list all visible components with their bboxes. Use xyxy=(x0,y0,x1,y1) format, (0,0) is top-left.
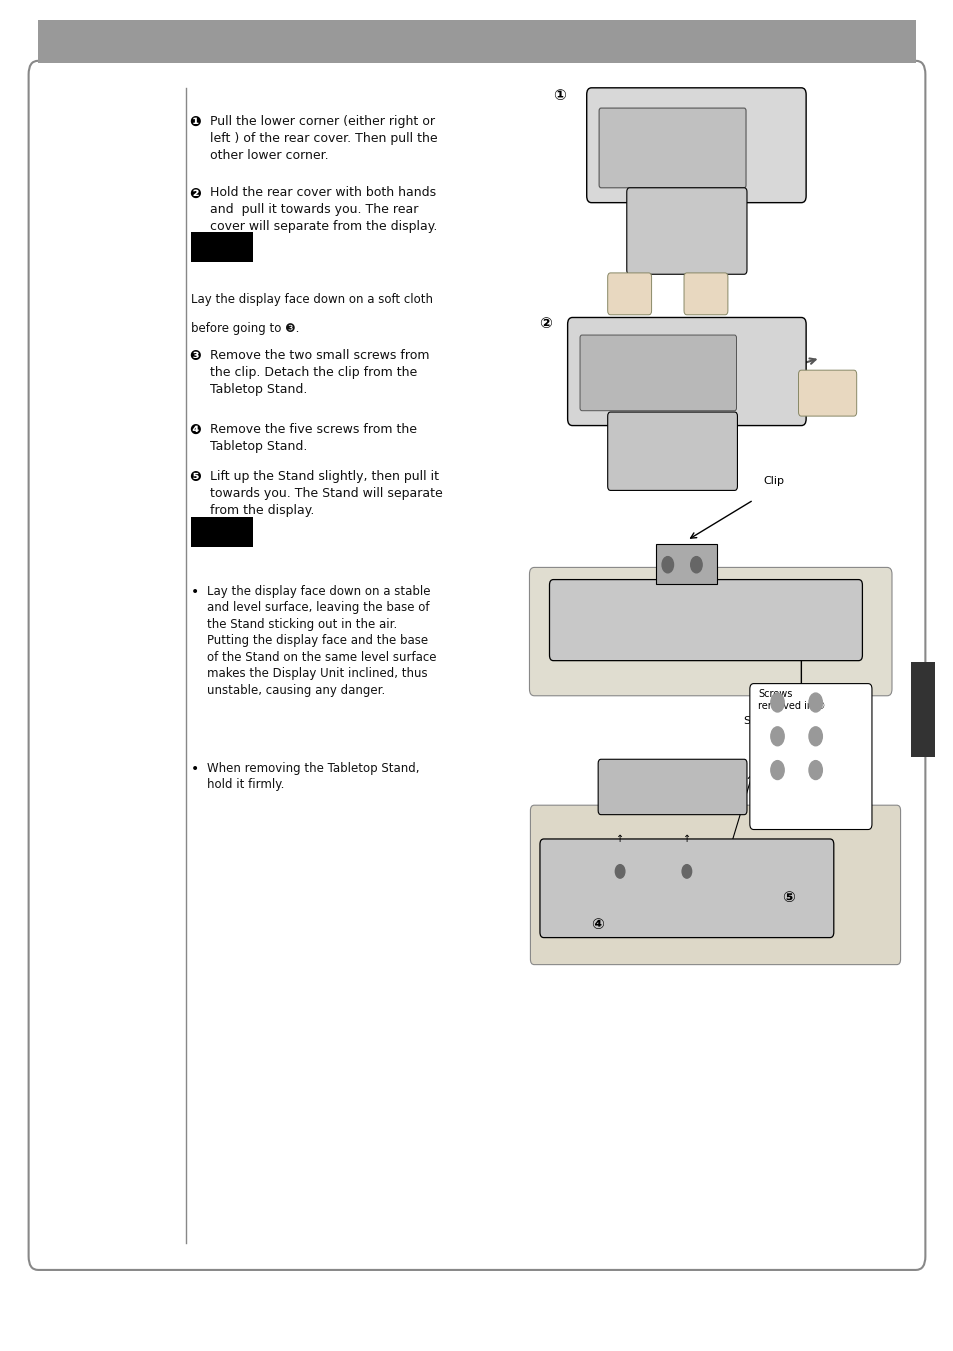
FancyBboxPatch shape xyxy=(626,188,746,274)
FancyBboxPatch shape xyxy=(579,335,736,411)
Text: ❶: ❶ xyxy=(189,115,200,128)
FancyBboxPatch shape xyxy=(798,370,856,416)
Text: ❹: ❹ xyxy=(189,423,200,436)
Text: before going to ❸.: before going to ❸. xyxy=(191,322,299,335)
Circle shape xyxy=(690,557,701,573)
Text: Remove the five screws from the
Tabletop Stand.: Remove the five screws from the Tabletop… xyxy=(210,423,416,453)
Text: ①: ① xyxy=(553,88,565,103)
FancyBboxPatch shape xyxy=(607,412,737,490)
Circle shape xyxy=(681,865,691,878)
FancyBboxPatch shape xyxy=(549,580,862,661)
Text: •: • xyxy=(191,585,199,598)
FancyBboxPatch shape xyxy=(910,662,934,757)
FancyBboxPatch shape xyxy=(29,61,924,1270)
Text: Lay the display face down on a soft cloth: Lay the display face down on a soft clot… xyxy=(191,293,433,307)
FancyBboxPatch shape xyxy=(530,805,900,965)
Circle shape xyxy=(770,761,783,780)
Text: Pull the lower corner (either right or
left ) of the rear cover. Then pull the
o: Pull the lower corner (either right or l… xyxy=(210,115,437,162)
Text: ↑: ↑ xyxy=(682,835,690,844)
FancyBboxPatch shape xyxy=(749,684,871,830)
FancyBboxPatch shape xyxy=(38,20,915,63)
Text: Remove the two small screws from
the clip. Detach the clip from the
Tabletop Sta: Remove the two small screws from the cli… xyxy=(210,349,429,396)
Text: Hold the rear cover with both hands
and  pull it towards you. The rear
cover wil: Hold the rear cover with both hands and … xyxy=(210,186,436,234)
Text: ❸: ❸ xyxy=(189,349,200,362)
Text: •: • xyxy=(191,762,199,775)
FancyBboxPatch shape xyxy=(598,759,746,815)
Circle shape xyxy=(808,727,821,746)
Circle shape xyxy=(615,865,624,878)
FancyBboxPatch shape xyxy=(529,567,891,696)
Text: ↑: ↑ xyxy=(616,835,623,844)
FancyBboxPatch shape xyxy=(191,232,253,262)
Circle shape xyxy=(770,693,783,712)
Circle shape xyxy=(770,727,783,746)
Text: ❺: ❺ xyxy=(189,470,200,484)
Text: ⑤: ⑤ xyxy=(781,890,794,905)
FancyBboxPatch shape xyxy=(598,108,745,188)
Text: ④: ④ xyxy=(591,917,603,932)
FancyBboxPatch shape xyxy=(586,88,805,203)
Text: ❷: ❷ xyxy=(189,186,200,200)
FancyBboxPatch shape xyxy=(567,317,805,426)
Circle shape xyxy=(808,693,821,712)
Text: Lay the display face down on a stable
and level surface, leaving the base of
the: Lay the display face down on a stable an… xyxy=(207,585,436,697)
FancyBboxPatch shape xyxy=(191,517,253,547)
Text: ②: ② xyxy=(538,316,551,331)
FancyBboxPatch shape xyxy=(656,544,717,584)
FancyBboxPatch shape xyxy=(607,273,651,315)
FancyBboxPatch shape xyxy=(683,273,727,315)
Circle shape xyxy=(661,557,673,573)
Text: Soft cloth: Soft cloth xyxy=(743,716,797,725)
Text: When removing the Tabletop Stand,
hold it firmly.: When removing the Tabletop Stand, hold i… xyxy=(207,762,419,792)
Circle shape xyxy=(808,761,821,780)
Text: Screws
removed in ⑤: Screws removed in ⑤ xyxy=(758,689,824,712)
Text: Clip: Clip xyxy=(762,477,783,486)
FancyBboxPatch shape xyxy=(539,839,833,938)
Text: Lift up the Stand slightly, then pull it
towards you. The Stand will separate
fr: Lift up the Stand slightly, then pull it… xyxy=(210,470,442,517)
